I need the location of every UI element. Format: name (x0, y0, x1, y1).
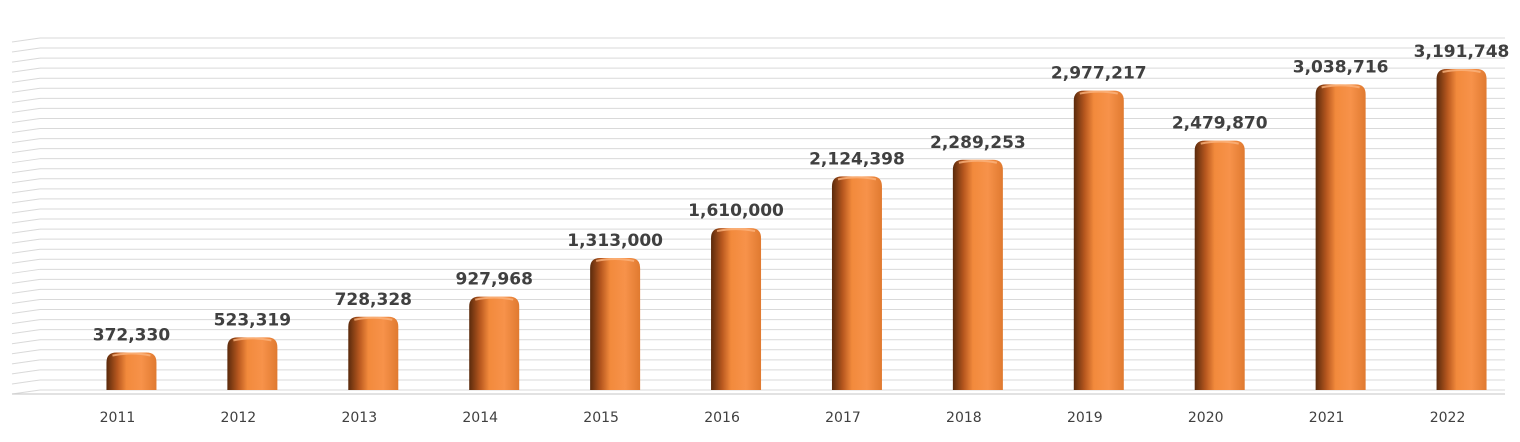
x-tick-2019: 2019 (1067, 410, 1103, 426)
gridline-side (11, 359, 41, 365)
gridline-side (11, 379, 41, 385)
bar-2011 (106, 352, 157, 390)
bar-2012 (227, 337, 278, 390)
value-label-2018: 2,289,253 (930, 133, 1026, 153)
bar-2017 (831, 176, 882, 390)
bar-2013 (348, 316, 399, 390)
gridline-side (11, 47, 41, 53)
value-label-2015: 1,313,000 (567, 231, 663, 251)
gridline-side (11, 178, 41, 184)
x-tick-2020: 2020 (1188, 410, 1224, 426)
bar-highlight (837, 176, 877, 181)
x-tick-2012: 2012 (221, 410, 257, 426)
bar-highlight (958, 159, 998, 164)
gridline-side (11, 158, 41, 164)
bar-2020 (1194, 140, 1245, 390)
value-label-2021: 3,038,716 (1293, 57, 1389, 77)
x-tick-2021: 2021 (1309, 410, 1345, 426)
gridline-side (11, 339, 41, 345)
value-labels: 372,330 523,319 728,328 927,968 1,313,000 1,6… (93, 42, 1510, 346)
gridline-side (11, 188, 41, 194)
bar-highlight (716, 228, 756, 233)
gridline-side (11, 288, 41, 294)
x-tick-2014: 2014 (462, 410, 498, 426)
gridline-side (11, 198, 41, 204)
gridline-side (11, 329, 41, 335)
value-label-2013: 728,328 (335, 290, 412, 310)
bar-highlight (1200, 140, 1239, 145)
gridline-side (11, 208, 41, 214)
x-tick-2018: 2018 (946, 410, 982, 426)
gridline-side (11, 309, 41, 315)
gridline-side (11, 278, 41, 284)
bar-2015 (590, 257, 641, 390)
value-label-2012: 523,319 (214, 310, 291, 330)
gridline-side (11, 228, 41, 234)
value-label-2017: 2,124,398 (809, 149, 905, 169)
x-tick-2011: 2011 (100, 410, 136, 426)
value-label-2020: 2,479,870 (1172, 114, 1268, 134)
gridline-side (11, 238, 41, 244)
bar-highlight (475, 296, 514, 301)
gridline-side (11, 138, 41, 144)
x-tick-2022: 2022 (1430, 410, 1466, 426)
gridline-side (11, 319, 41, 325)
gridline-side (11, 389, 41, 395)
gridline-side (11, 67, 41, 73)
value-label-2016: 1,610,000 (688, 201, 784, 221)
gridline-side (11, 87, 41, 93)
gridline-side (11, 57, 41, 63)
x-tick-2015: 2015 (583, 410, 619, 426)
gridline-side (11, 117, 41, 123)
bar-2016 (711, 228, 762, 390)
gridline-side (11, 97, 41, 103)
bar-2022 (1436, 69, 1487, 390)
bar-highlight (1079, 90, 1118, 95)
value-label-2014: 927,968 (455, 270, 532, 290)
bar-2014 (469, 296, 520, 390)
x-axis-tick-labels: 2011 2012 2013 2014 2015 2016 2017 2018 2019 2020… (100, 410, 1466, 426)
gridline-side (11, 218, 41, 224)
value-label-2022: 3,191,748 (1414, 42, 1510, 62)
gridline-side (11, 349, 41, 355)
value-label-2011: 372,330 (93, 326, 171, 346)
gridline-side (11, 258, 41, 264)
gridline-side (11, 298, 41, 304)
x-tick-2016: 2016 (704, 410, 740, 426)
bar-highlight (233, 337, 272, 342)
gridline-side (11, 37, 41, 43)
bars (106, 69, 1487, 391)
gridline-side (11, 77, 41, 83)
gridline-side (11, 128, 41, 134)
gridline-side (11, 168, 41, 174)
bar-highlight (1442, 69, 1481, 73)
bar-highlight (112, 352, 151, 357)
gridline-side (11, 148, 41, 154)
value-label-2019: 2,977,217 (1051, 64, 1147, 84)
bar-highlight (1321, 84, 1360, 89)
bar-2018 (952, 159, 1003, 390)
x-tick-2013: 2013 (341, 410, 377, 426)
bar-highlight (354, 316, 393, 321)
bar-highlight (595, 257, 635, 262)
gridline-side (11, 107, 41, 113)
gridline-side (11, 268, 41, 274)
bar-2021 (1315, 84, 1366, 390)
gridlines (11, 37, 1505, 395)
bar-2019 (1073, 90, 1124, 391)
gridline-side (11, 369, 41, 375)
x-tick-2017: 2017 (825, 410, 861, 426)
gridline-side (11, 248, 41, 254)
